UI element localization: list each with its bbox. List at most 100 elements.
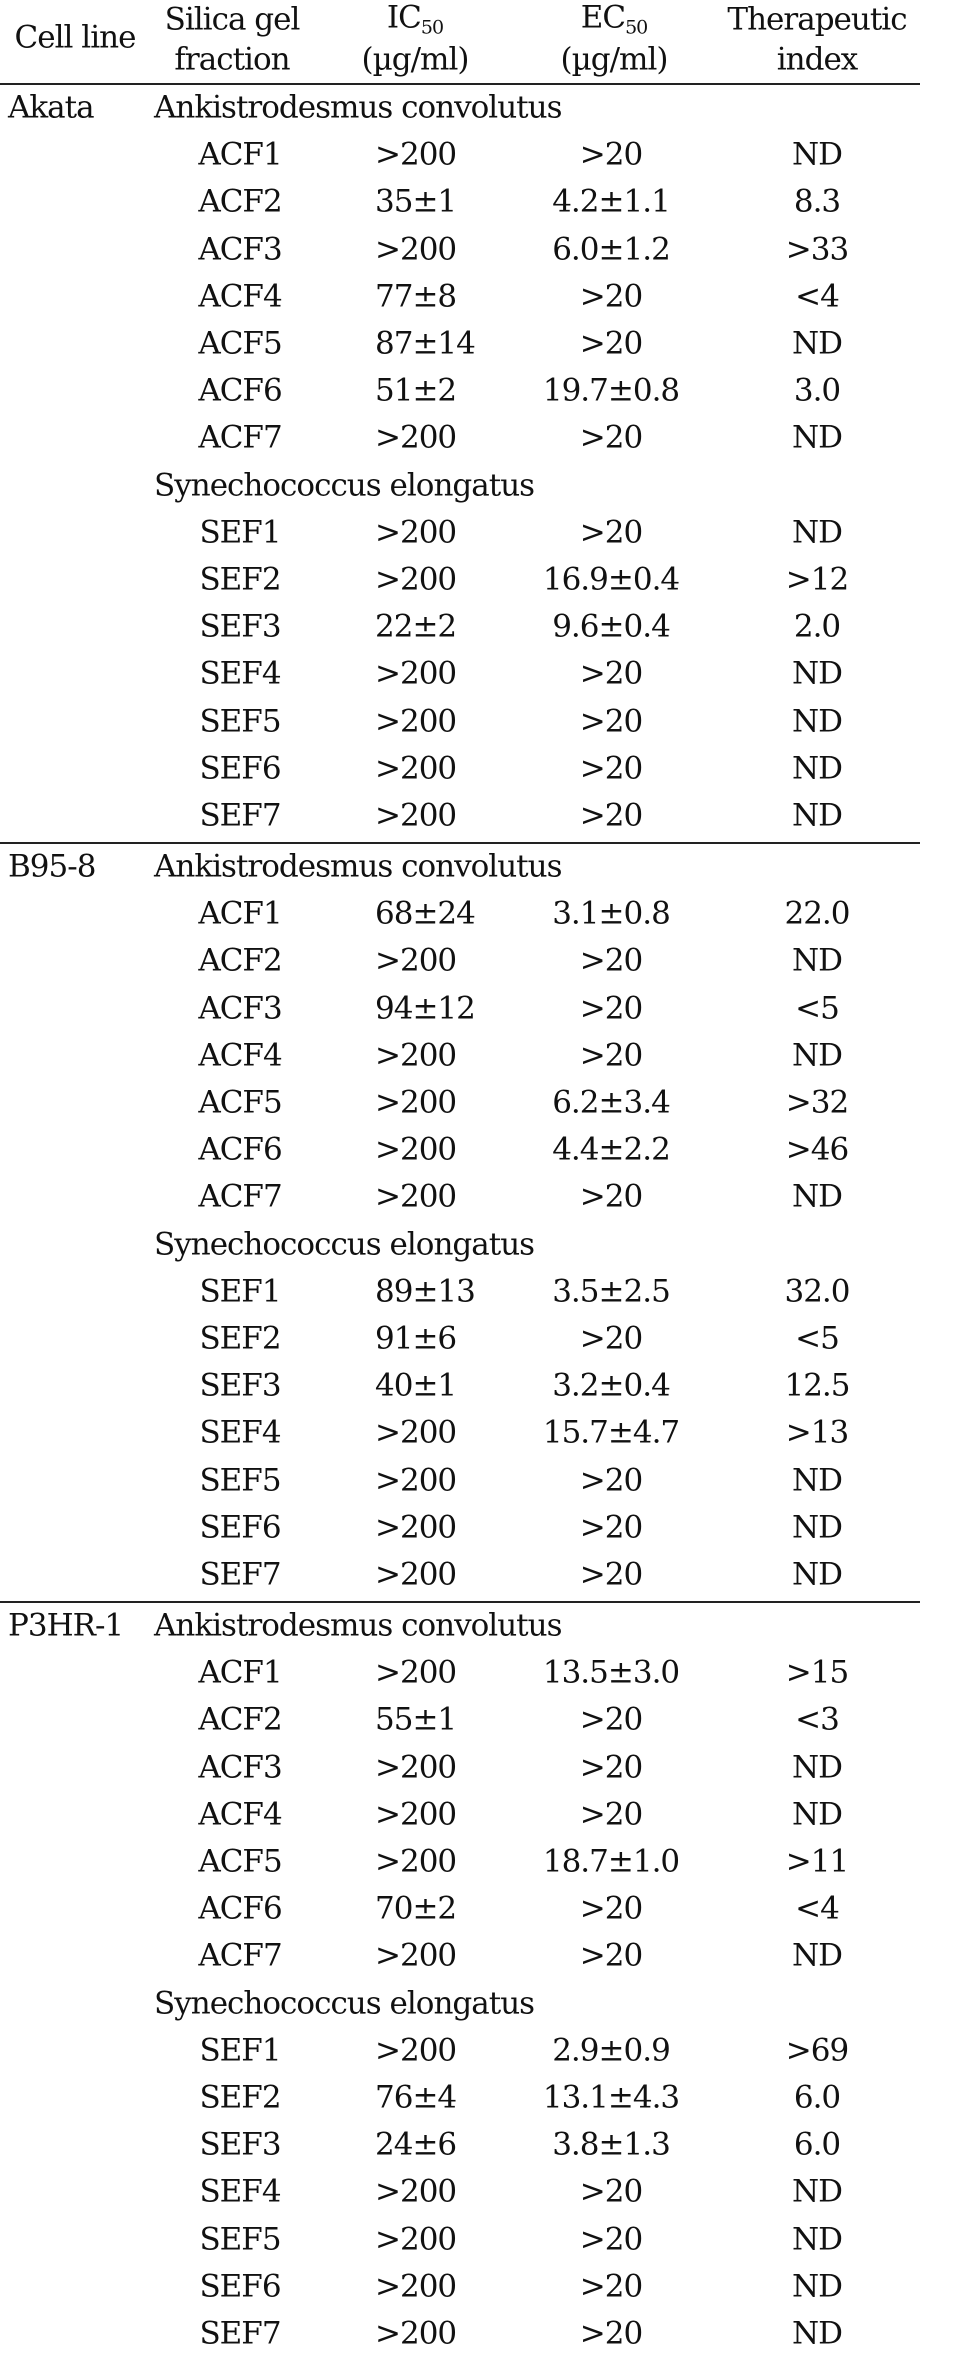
ec50: >20 bbox=[579, 1462, 643, 1499]
ec50: 6.0±1.2 bbox=[552, 231, 671, 268]
fraction: SEF1 bbox=[199, 2032, 281, 2069]
ec50: >20 bbox=[579, 136, 643, 173]
therapeutic-index: ND bbox=[792, 1037, 843, 1074]
header-cell: EC50 bbox=[580, 0, 649, 39]
therapeutic-index: >15 bbox=[785, 1654, 849, 1691]
therapeutic-index: 22.0 bbox=[784, 895, 850, 932]
therapeutic-index: <5 bbox=[795, 990, 840, 1027]
therapeutic-index: >46 bbox=[785, 1131, 849, 1168]
fraction: ACF7 bbox=[198, 1937, 282, 1974]
rule bbox=[0, 842, 920, 844]
group-label: Ankistrodesmus convolutus bbox=[154, 848, 563, 885]
ic50: >200 bbox=[375, 231, 457, 268]
ec50: >20 bbox=[579, 2221, 643, 2258]
ec50: >20 bbox=[579, 1749, 643, 1786]
therapeutic-index: 6.0 bbox=[793, 2079, 841, 2116]
therapeutic-index: >69 bbox=[785, 2032, 849, 2069]
fraction: ACF7 bbox=[198, 419, 282, 456]
therapeutic-index: ND bbox=[792, 750, 843, 787]
therapeutic-index: >33 bbox=[785, 231, 849, 268]
ic50: 76±4 bbox=[375, 2079, 457, 2116]
fraction: SEF3 bbox=[199, 1367, 281, 1404]
therapeutic-index: ND bbox=[792, 797, 843, 834]
fraction: ACF5 bbox=[198, 325, 282, 362]
ec50: >20 bbox=[579, 419, 643, 456]
ic50: >200 bbox=[375, 1084, 457, 1121]
ic50: 89±13 bbox=[375, 1273, 476, 1310]
ec50: 4.4±2.2 bbox=[552, 1131, 671, 1168]
fraction: ACF3 bbox=[198, 231, 282, 268]
ic50: >200 bbox=[375, 797, 457, 834]
therapeutic-index: ND bbox=[792, 1556, 843, 1593]
fraction: ACF6 bbox=[198, 1131, 282, 1168]
fraction: ACF4 bbox=[198, 1037, 282, 1074]
fraction: SEF7 bbox=[199, 797, 281, 834]
ic50: 22±2 bbox=[375, 608, 457, 645]
ic50: >200 bbox=[375, 1796, 457, 1833]
ic50: >200 bbox=[375, 1654, 457, 1691]
ec50: 13.1±4.3 bbox=[542, 2079, 680, 2116]
header-cell: IC50 bbox=[386, 0, 444, 39]
ic50: >200 bbox=[375, 561, 457, 598]
ec50: >20 bbox=[579, 1178, 643, 1215]
fraction: ACF5 bbox=[198, 1084, 282, 1121]
fraction: ACF1 bbox=[198, 895, 282, 932]
ec50: 4.2±1.1 bbox=[552, 183, 671, 220]
ic50: >200 bbox=[375, 2268, 457, 2305]
therapeutic-index: ND bbox=[792, 1937, 843, 1974]
header-cell: (µg/ml) bbox=[560, 41, 669, 78]
therapeutic-index: >12 bbox=[785, 561, 849, 598]
ic50: >200 bbox=[375, 1937, 457, 1974]
fraction: ACF2 bbox=[198, 183, 282, 220]
ec50: 18.7±1.0 bbox=[542, 1843, 680, 1880]
header-cell: Therapeutic bbox=[727, 1, 907, 38]
ic50: >200 bbox=[375, 136, 457, 173]
cell-line: B95-8 bbox=[8, 848, 96, 885]
fraction: SEF2 bbox=[199, 2079, 281, 2116]
therapeutic-index: <3 bbox=[795, 1701, 840, 1738]
ic50: 55±1 bbox=[375, 1701, 457, 1738]
ic50: 40±1 bbox=[375, 1367, 457, 1404]
ic50: >200 bbox=[375, 1131, 457, 1168]
group-label: Ankistrodesmus convolutus bbox=[154, 89, 563, 126]
group-label: Synechococcus elongatus bbox=[154, 467, 535, 504]
ec50: >20 bbox=[579, 2268, 643, 2305]
fraction: SEF4 bbox=[199, 655, 281, 692]
rule bbox=[0, 1601, 920, 1603]
therapeutic-index: ND bbox=[792, 514, 843, 551]
fraction: SEF6 bbox=[199, 1509, 281, 1546]
ec50: 3.1±0.8 bbox=[552, 895, 671, 932]
therapeutic-index: ND bbox=[792, 2268, 843, 2305]
fraction: ACF4 bbox=[198, 278, 282, 315]
fraction: ACF5 bbox=[198, 1843, 282, 1880]
ic50: >200 bbox=[375, 2032, 457, 2069]
ec50: 19.7±0.8 bbox=[542, 372, 680, 409]
fraction: ACF4 bbox=[198, 1796, 282, 1833]
ic50: >200 bbox=[375, 1462, 457, 1499]
ic50: >200 bbox=[375, 750, 457, 787]
fraction: SEF7 bbox=[199, 1556, 281, 1593]
fraction: SEF4 bbox=[199, 2173, 281, 2210]
fraction: SEF5 bbox=[199, 1462, 281, 1499]
fraction: ACF7 bbox=[198, 1178, 282, 1215]
therapeutic-index: ND bbox=[792, 1178, 843, 1215]
header-cell: Cell line bbox=[14, 19, 137, 56]
ic50: >200 bbox=[375, 1509, 457, 1546]
therapeutic-index: ND bbox=[792, 1796, 843, 1833]
group-label: Synechococcus elongatus bbox=[154, 1985, 535, 2022]
fraction: SEF6 bbox=[199, 2268, 281, 2305]
fraction: ACF1 bbox=[198, 1654, 282, 1691]
ic50: 94±12 bbox=[375, 990, 476, 1027]
therapeutic-index: ND bbox=[792, 136, 843, 173]
group-label: Synechococcus elongatus bbox=[154, 1226, 535, 1263]
ic50: >200 bbox=[375, 419, 457, 456]
therapeutic-index: ND bbox=[792, 2173, 843, 2210]
fraction: ACF3 bbox=[198, 990, 282, 1027]
header-cell: (µg/ml) bbox=[361, 41, 470, 78]
ic50: >200 bbox=[375, 655, 457, 692]
fraction: SEF4 bbox=[199, 1414, 281, 1451]
fraction: SEF2 bbox=[199, 1320, 281, 1357]
fraction: ACF6 bbox=[198, 372, 282, 409]
ec50: >20 bbox=[579, 1890, 643, 1927]
